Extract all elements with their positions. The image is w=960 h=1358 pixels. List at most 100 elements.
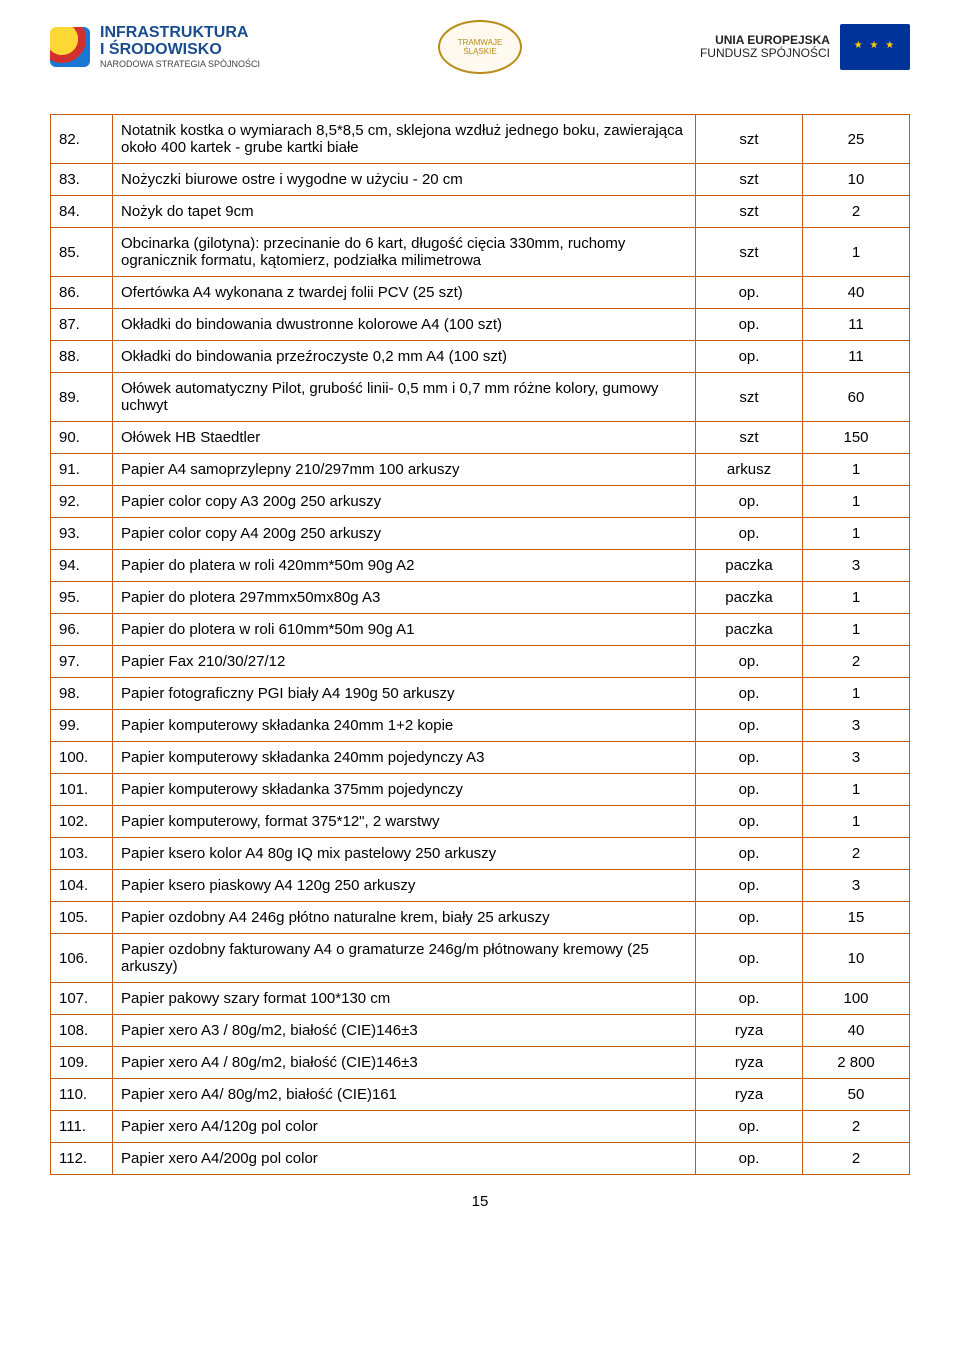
cell-num: 92.: [51, 486, 113, 518]
cell-desc: Ołówek HB Staedtler: [113, 422, 696, 454]
cell-desc: Papier pakowy szary format 100*130 cm: [113, 983, 696, 1015]
cell-desc: Papier xero A3 / 80g/m2, białość (CIE)14…: [113, 1015, 696, 1047]
cell-num: 91.: [51, 454, 113, 486]
cell-unit: op.: [696, 742, 803, 774]
table-row: 97.Papier Fax 210/30/27/12op.2: [51, 646, 910, 678]
cell-num: 109.: [51, 1047, 113, 1079]
cell-desc: Nożyk do tapet 9cm: [113, 196, 696, 228]
cell-qty: 1: [803, 678, 910, 710]
cell-qty: 2: [803, 646, 910, 678]
infrastructure-logo-icon: [50, 27, 90, 67]
cell-num: 89.: [51, 373, 113, 422]
cell-qty: 3: [803, 742, 910, 774]
cell-unit: op.: [696, 1111, 803, 1143]
cell-num: 85.: [51, 228, 113, 277]
cell-num: 96.: [51, 614, 113, 646]
table-row: 99.Papier komputerowy składanka 240mm 1+…: [51, 710, 910, 742]
table-row: 83.Nożyczki biurowe ostre i wygodne w uż…: [51, 164, 910, 196]
infra-text-block: INFRASTRUKTURA I ŚRODOWISKO NARODOWA STR…: [100, 25, 260, 69]
cell-unit: op.: [696, 983, 803, 1015]
cell-num: 98.: [51, 678, 113, 710]
cell-unit: szt: [696, 115, 803, 164]
table-row: 98.Papier fotograficzny PGI biały A4 190…: [51, 678, 910, 710]
header: INFRASTRUKTURA I ŚRODOWISKO NARODOWA STR…: [50, 20, 910, 84]
cell-qty: 2: [803, 1111, 910, 1143]
cell-unit: op.: [696, 838, 803, 870]
cell-unit: ryza: [696, 1047, 803, 1079]
table-row: 92.Papier color copy A3 200g 250 arkuszy…: [51, 486, 910, 518]
cell-desc: Papier color copy A3 200g 250 arkuszy: [113, 486, 696, 518]
cell-unit: szt: [696, 373, 803, 422]
table-row: 105.Papier ozdobny A4 246g płótno natura…: [51, 902, 910, 934]
cell-unit: op.: [696, 518, 803, 550]
cell-unit: op.: [696, 1143, 803, 1175]
table-row: 110.Papier xero A4/ 80g/m2, białość (CIE…: [51, 1079, 910, 1111]
cell-desc: Papier komputerowy składanka 240mm pojed…: [113, 742, 696, 774]
cell-qty: 60: [803, 373, 910, 422]
cell-desc: Papier do platera w roli 420mm*50m 90g A…: [113, 550, 696, 582]
table-row: 85.Obcinarka (gilotyna): przecinanie do …: [51, 228, 910, 277]
cell-qty: 3: [803, 550, 910, 582]
cell-num: 102.: [51, 806, 113, 838]
cell-unit: paczka: [696, 550, 803, 582]
cell-desc: Papier color copy A4 200g 250 arkuszy: [113, 518, 696, 550]
table-row: 87.Okładki do bindowania dwustronne kolo…: [51, 309, 910, 341]
cell-unit: szt: [696, 196, 803, 228]
cell-unit: szt: [696, 164, 803, 196]
cell-unit: op.: [696, 646, 803, 678]
table-row: 104.Papier ksero piaskowy A4 120g 250 ar…: [51, 870, 910, 902]
cell-qty: 2: [803, 838, 910, 870]
table-row: 107.Papier pakowy szary format 100*130 c…: [51, 983, 910, 1015]
cell-qty: 40: [803, 1015, 910, 1047]
cell-desc: Papier A4 samoprzylepny 210/297mm 100 ar…: [113, 454, 696, 486]
table-row: 94.Papier do platera w roli 420mm*50m 90…: [51, 550, 910, 582]
cell-qty: 2: [803, 1143, 910, 1175]
cell-unit: op.: [696, 870, 803, 902]
page-container: INFRASTRUKTURA I ŚRODOWISKO NARODOWA STR…: [0, 0, 960, 1240]
table-row: 102.Papier komputerowy, format 375*12", …: [51, 806, 910, 838]
cell-qty: 11: [803, 341, 910, 373]
cell-unit: paczka: [696, 582, 803, 614]
cell-num: 97.: [51, 646, 113, 678]
table-row: 95.Papier do plotera 297mmx50mx80g A3pac…: [51, 582, 910, 614]
cell-num: 108.: [51, 1015, 113, 1047]
cell-unit: op.: [696, 774, 803, 806]
cell-qty: 2 800: [803, 1047, 910, 1079]
table-body: 82.Notatnik kostka o wymiarach 8,5*8,5 c…: [51, 115, 910, 1175]
table-row: 100.Papier komputerowy składanka 240mm p…: [51, 742, 910, 774]
cell-desc: Papier ozdobny fakturowany A4 o gramatur…: [113, 934, 696, 983]
cell-unit: szt: [696, 422, 803, 454]
header-left: INFRASTRUKTURA I ŚRODOWISKO NARODOWA STR…: [50, 25, 260, 69]
cell-num: 93.: [51, 518, 113, 550]
cell-num: 106.: [51, 934, 113, 983]
cell-qty: 2: [803, 196, 910, 228]
cell-unit: op.: [696, 902, 803, 934]
cell-desc: Obcinarka (gilotyna): przecinanie do 6 k…: [113, 228, 696, 277]
cell-desc: Papier Fax 210/30/27/12: [113, 646, 696, 678]
cell-qty: 40: [803, 277, 910, 309]
cell-desc: Nożyczki biurowe ostre i wygodne w użyci…: [113, 164, 696, 196]
cell-unit: op.: [696, 934, 803, 983]
table-row: 89.Ołówek automatyczny Pilot, grubość li…: [51, 373, 910, 422]
cell-desc: Papier fotograficzny PGI biały A4 190g 5…: [113, 678, 696, 710]
cell-desc: Papier do plotera w roli 610mm*50m 90g A…: [113, 614, 696, 646]
cell-qty: 10: [803, 934, 910, 983]
cell-num: 107.: [51, 983, 113, 1015]
cell-unit: szt: [696, 228, 803, 277]
table-row: 109.Papier xero A4 / 80g/m2, białość (CI…: [51, 1047, 910, 1079]
cell-qty: 3: [803, 710, 910, 742]
cell-num: 112.: [51, 1143, 113, 1175]
cell-desc: Papier ozdobny A4 246g płótno naturalne …: [113, 902, 696, 934]
cell-num: 100.: [51, 742, 113, 774]
header-center: TRAMWAJE ŚLĄSKIE: [438, 20, 522, 74]
table-row: 101.Papier komputerowy składanka 375mm p…: [51, 774, 910, 806]
cell-num: 90.: [51, 422, 113, 454]
infra-title-2: I ŚRODOWISKO: [100, 42, 260, 59]
cell-desc: Papier komputerowy składanka 240mm 1+2 k…: [113, 710, 696, 742]
cell-num: 105.: [51, 902, 113, 934]
cell-qty: 1: [803, 486, 910, 518]
cell-qty: 1: [803, 774, 910, 806]
table-row: 93.Papier color copy A4 200g 250 arkuszy…: [51, 518, 910, 550]
cell-qty: 15: [803, 902, 910, 934]
items-table: 82.Notatnik kostka o wymiarach 8,5*8,5 c…: [50, 114, 910, 1175]
